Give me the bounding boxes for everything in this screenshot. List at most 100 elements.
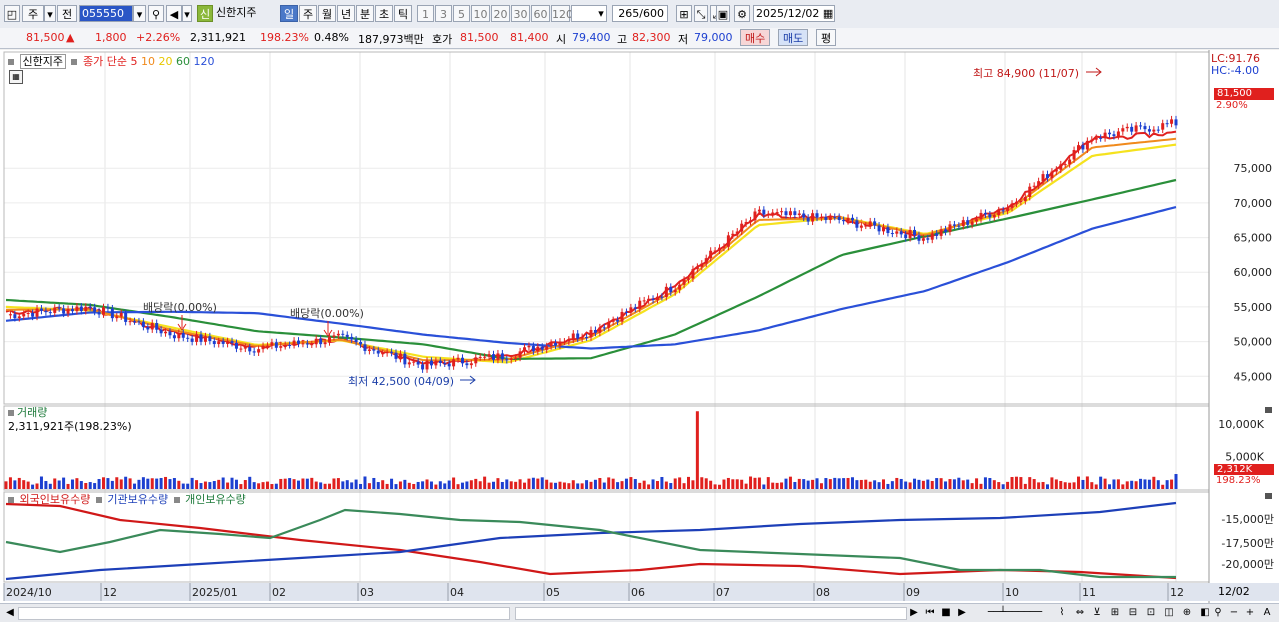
sell-button[interactable]: 매도	[778, 29, 809, 46]
candle-body	[70, 309, 74, 312]
buy-button[interactable]: 매수	[740, 29, 771, 46]
volume-bar	[13, 480, 17, 489]
eval-button[interactable]: 평	[816, 29, 837, 46]
tab-period-1[interactable]: 주	[299, 5, 317, 22]
legend-ma-120[interactable]: 120	[193, 55, 215, 68]
chart-scrollbar[interactable]: ◀ ▶ ⏮ ■ ▶ ──┴────── ⌇ ⇔ ⊻ ⊞ ⊟ ⊡ ◫ ⊕ ◧ ⚲ …	[0, 603, 1279, 622]
restore-icon[interactable]: ◧	[1200, 607, 1210, 618]
candle-body	[310, 344, 314, 346]
zoom-slider[interactable]: ──┴──────	[987, 607, 1043, 618]
type-selector[interactable]: 주	[22, 5, 44, 22]
bid-price: 81,400	[510, 31, 549, 44]
volume-bar	[766, 477, 770, 489]
tab-period-6[interactable]: 틱	[394, 5, 412, 22]
interval-button-5[interactable]: 5	[453, 5, 470, 22]
scroll-track[interactable]	[18, 607, 510, 620]
volume-bar	[833, 477, 837, 489]
candle-body	[780, 211, 784, 213]
volume-bar	[394, 484, 398, 489]
chart-svg[interactable]: 45,000 50,000 55,000 60,000 65,000 70,000 75,0…	[0, 50, 1279, 603]
fit-icon[interactable]: ◫	[1164, 607, 1174, 618]
volume-title-label[interactable]: 거래량	[17, 406, 48, 419]
tab-period-5[interactable]: 초	[375, 5, 393, 22]
ruler-icon[interactable]: ⊡	[1146, 607, 1156, 618]
interval-button-20[interactable]: 20	[491, 5, 510, 22]
bar-width-icon[interactable]: ⌇	[1059, 607, 1065, 618]
volume-value: 2,311,921주(198.23%)	[8, 420, 132, 433]
volume-bar	[882, 479, 885, 489]
legend-ma-60[interactable]: 60	[175, 55, 190, 68]
volume-bar	[447, 480, 451, 489]
legend-foreign[interactable]: 외국인보유수량	[19, 493, 91, 506]
volume-bar	[886, 483, 890, 489]
interval-dropdown-icon[interactable]: ▾	[598, 7, 604, 20]
zoom-search-icon[interactable]: ⚲	[1214, 607, 1222, 618]
zoom-out-icon[interactable]: −	[1229, 607, 1239, 618]
legend-ma-20[interactable]: 20	[158, 55, 173, 68]
candle-body	[966, 220, 970, 225]
legend-institution[interactable]: 기관보유수량	[107, 493, 169, 506]
type-dropdown-icon[interactable]: ▾	[44, 5, 56, 22]
interval-input[interactable]	[571, 5, 607, 22]
candle-body	[935, 233, 939, 236]
grid-toggle-icon[interactable]: ⊞	[1110, 607, 1120, 618]
stop-icon[interactable]: ■	[941, 607, 951, 618]
gear-icon[interactable]: ⚙	[734, 5, 750, 22]
volume-bar	[230, 477, 234, 489]
interval-button-120[interactable]: 120	[551, 5, 573, 22]
zoom-in-icon[interactable]: +	[1245, 607, 1255, 618]
search-icon[interactable]: ⚲	[148, 5, 164, 22]
quote-bar: 81,500 ▲ 1,800 +2.26% 2,311,921 198.23% …	[0, 28, 1279, 49]
log-scale-icon[interactable]: ⊕	[1182, 607, 1192, 618]
tab-period-3[interactable]: 년	[337, 5, 355, 22]
date-tick-label: 03	[360, 586, 374, 599]
holder-y-tick: -20,000만	[1221, 558, 1274, 571]
crosshair-icon[interactable]: ⊞	[676, 5, 692, 22]
chart-area[interactable]: 45,000 50,000 55,000 60,000 65,000 70,000 75,0…	[0, 50, 1279, 603]
holder-panel-close-icon[interactable]	[1265, 493, 1272, 499]
candle-body	[1037, 181, 1041, 186]
volume-bar	[948, 479, 952, 489]
play-icon[interactable]: ▶	[958, 607, 966, 618]
pan-icon[interactable]: ⇔	[1075, 607, 1085, 618]
speaker-dropdown-icon[interactable]: ▾	[182, 5, 192, 22]
font-size-icon[interactable]: A	[1263, 607, 1271, 618]
scroll-left-icon[interactable]: ◀	[6, 607, 14, 618]
price-y-axis: 45,000 50,000 55,000 60,000 65,000 70,000 75,0…	[1234, 162, 1273, 383]
stock-code-input[interactable]: 055550	[79, 5, 133, 22]
calendar-icon[interactable]: ▦	[822, 7, 834, 20]
interval-button-3[interactable]: 3	[435, 5, 452, 22]
mode-selector[interactable]: 전	[57, 5, 77, 22]
volume-bar	[26, 481, 30, 489]
volume-bar	[509, 481, 513, 489]
window-menu-icon[interactable]: ◰	[4, 5, 20, 22]
interval-button-30[interactable]: 30	[511, 5, 530, 22]
volume-panel-close-icon[interactable]	[1265, 407, 1272, 413]
config-icon[interactable]: ⊟	[1128, 607, 1138, 618]
draw-tool-icon[interactable]: ⤡	[694, 5, 708, 22]
tab-period-0[interactable]: 일	[280, 5, 298, 22]
bar-count-field[interactable]: 265/600	[612, 5, 668, 22]
measure-icon[interactable]: ⊻	[1093, 607, 1101, 618]
interval-button-60[interactable]: 60	[531, 5, 550, 22]
save-icon[interactable]: ▣	[716, 5, 730, 22]
legend-close-label[interactable]: 종가 단순	[82, 55, 127, 68]
candle-body	[460, 357, 464, 364]
code-dropdown-icon[interactable]: ▾	[133, 5, 146, 22]
scroll-right-icon[interactable]: ▶	[910, 607, 918, 618]
speaker-icon[interactable]: ◀	[166, 5, 182, 22]
candle-body	[1108, 132, 1112, 135]
interval-button-10[interactable]: 10	[471, 5, 490, 22]
table-view-icon[interactable]: ▦	[9, 70, 23, 84]
legend-ma-5[interactable]: 5	[130, 55, 138, 68]
legend-ma-10[interactable]: 10	[140, 55, 155, 68]
legend-stock-name[interactable]: 신한지주	[19, 54, 66, 69]
scroll-thumb[interactable]	[515, 607, 907, 620]
interval-button-1[interactable]: 1	[417, 5, 434, 22]
volume-bar	[1059, 480, 1063, 489]
date-field[interactable]: 2025/12/02 ▦	[753, 5, 835, 22]
tab-period-2[interactable]: 월	[318, 5, 336, 22]
legend-individual[interactable]: 개인보유수량	[185, 493, 246, 506]
jump-start-icon[interactable]: ⏮	[925, 607, 935, 618]
tab-period-4[interactable]: 분	[356, 5, 374, 22]
